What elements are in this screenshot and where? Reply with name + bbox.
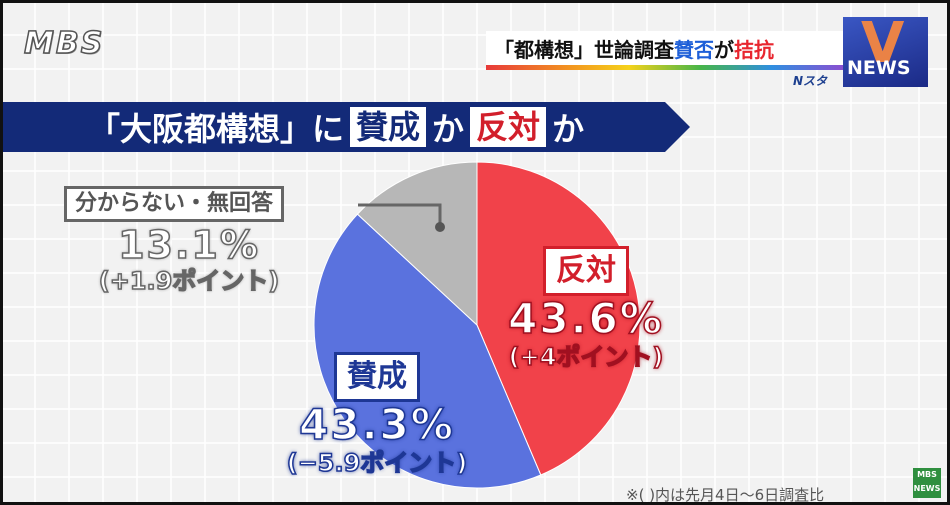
footnote: ※( )内は先月4日〜6日調査比 [626, 486, 825, 504]
for-label: 賛成 43.3% (−5.9ポイント) [252, 352, 502, 478]
mini-mbs-logo: MBS NEWS [913, 468, 941, 498]
unknown-change: (+1.9ポイント) [98, 266, 280, 296]
for-percent: 43.3% [298, 400, 455, 449]
unknown-label: 分からない・無回答 13.1% (+1.9ポイント) [64, 186, 364, 296]
unknown-leader-dot [435, 222, 445, 232]
topic-text-4: 拮抗 [734, 37, 774, 62]
title-mid: か [432, 110, 465, 148]
title-for-box: 賛成 [350, 107, 427, 147]
unknown-badge: 分からない・無回答 [64, 186, 285, 222]
news-logo: V NEWS [843, 17, 928, 87]
against-badge: 反対 [543, 246, 629, 296]
title-part-1: 「大阪都構想」に [88, 110, 345, 148]
topic-banner: 「都構想」世論調査 賛否 が 拮抗 [486, 31, 843, 65]
news-v-icon: V [861, 17, 905, 76]
chart-title: 「大阪都構想」に 賛成 か 反対 か [0, 102, 690, 152]
title-against-box: 反対 [470, 107, 547, 147]
program-logo: Nスタ [793, 74, 828, 88]
against-label: 反対 43.6% (+4ポイント) [486, 246, 686, 372]
topic-color-stripe [486, 65, 843, 70]
pie-slice-2 [356, 161, 478, 327]
pie-slice-0 [476, 161, 641, 476]
for-change: (−5.9ポイント) [286, 448, 468, 478]
mini-logo-line-2: NEWS [913, 484, 941, 493]
title-end: か [552, 110, 585, 148]
unknown-leader-line [358, 203, 442, 225]
pie-slice-1 [313, 213, 542, 489]
topic-text-3: が [714, 37, 734, 62]
mbs-logo: MBS [23, 25, 105, 62]
topic-text-1: 「都構想」世論調査 [494, 37, 674, 62]
mini-logo-line-1: MBS [917, 470, 937, 479]
unknown-percent: 13.1% [117, 223, 260, 267]
news-logo-text: NEWS [847, 57, 911, 79]
against-change: (+4ポイント) [508, 342, 664, 372]
for-badge: 賛成 [334, 352, 420, 402]
against-percent: 43.6% [507, 294, 664, 343]
topic-text-2: 賛否 [674, 37, 714, 62]
